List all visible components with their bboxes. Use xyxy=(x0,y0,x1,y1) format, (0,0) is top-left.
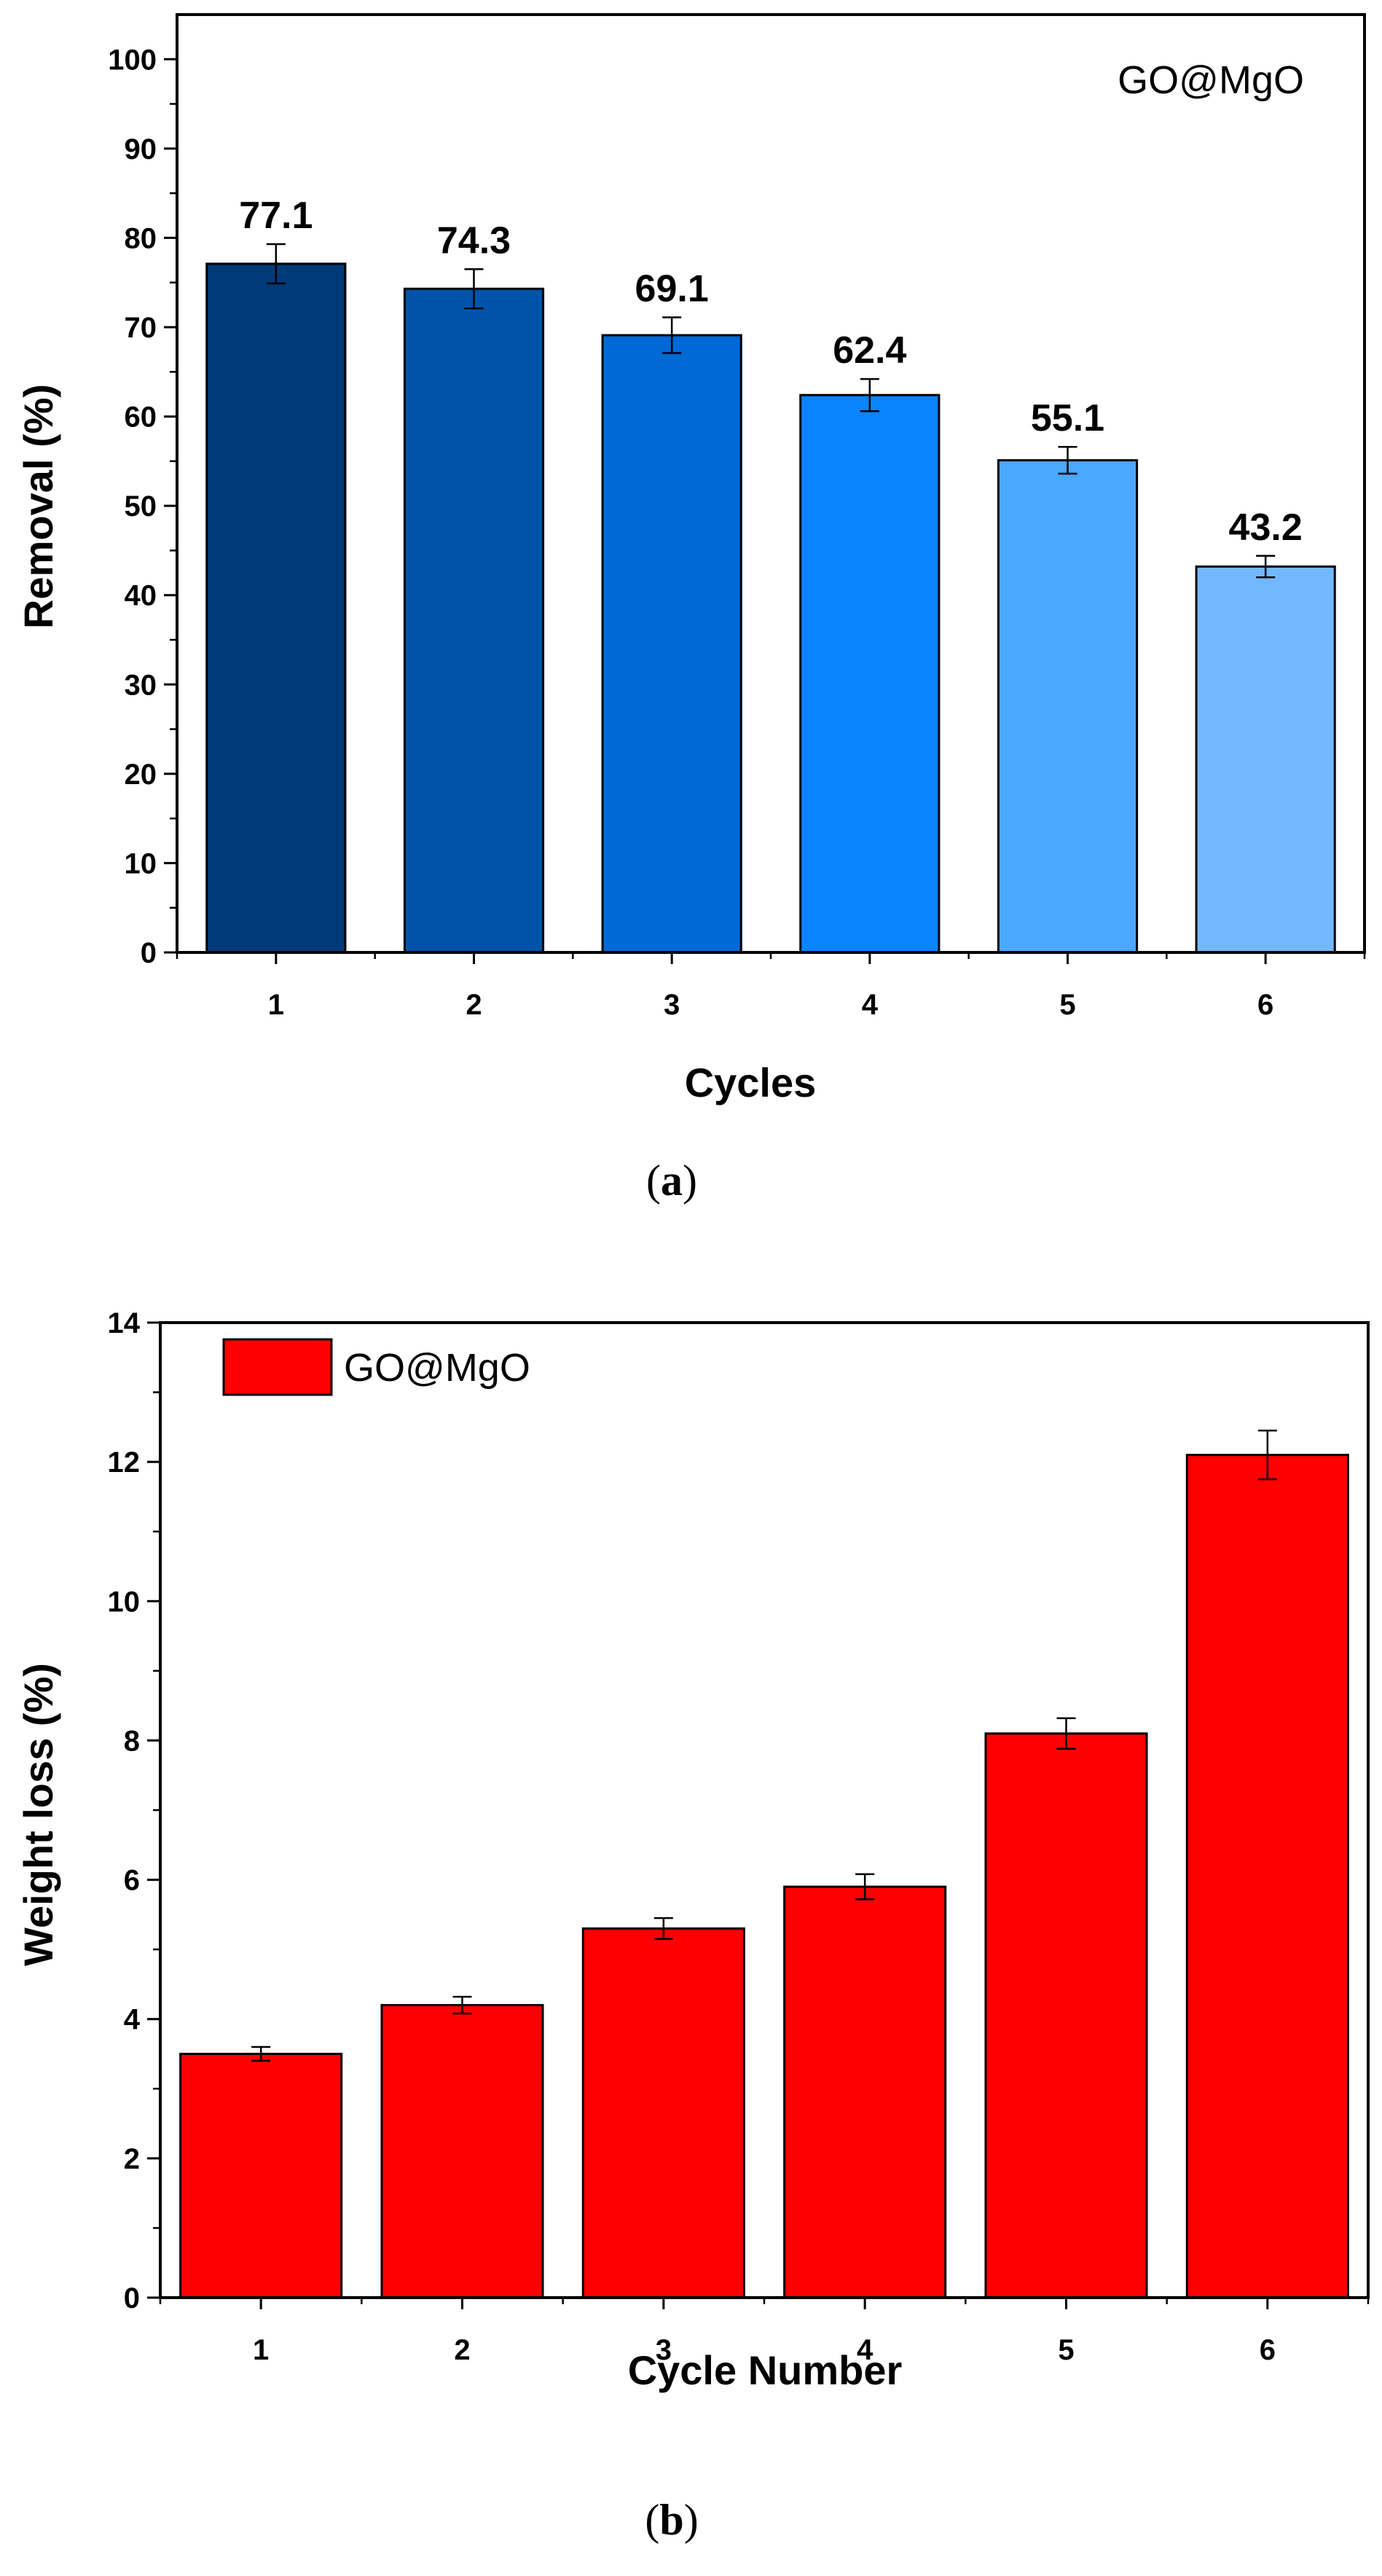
y-tick-label-0: 0 xyxy=(141,937,157,969)
x-tick-label-4: 4 xyxy=(857,2334,873,2366)
x-tick-label-1: 1 xyxy=(253,2334,269,2366)
bar-cycle-2 xyxy=(403,287,545,954)
data-label-cycle-2: 74.3 xyxy=(437,219,511,262)
data-label-cycle-1: 77.1 xyxy=(239,195,313,237)
x-axis-ticks-b: 1 2 3 4 5 6 xyxy=(159,2298,1370,2366)
y-tick-label-40: 40 xyxy=(125,580,157,612)
legend-label: GO@MgO xyxy=(344,1346,530,1390)
y-tick-label-20: 20 xyxy=(125,759,157,791)
error-bar-cycle-4 xyxy=(860,377,879,412)
bar-cycle-6 xyxy=(1195,565,1336,954)
bar-cycle-4 xyxy=(799,394,941,954)
data-label-cycle-5: 55.1 xyxy=(1031,397,1104,439)
y-tick-label-90: 90 xyxy=(125,133,157,165)
y-tick-label-8: 8 xyxy=(124,1725,140,1757)
plot-frame-a xyxy=(176,13,1366,954)
error-bar-cycle-4 xyxy=(855,1873,875,1900)
bar-cycle-4 xyxy=(783,1885,947,2299)
x-tick-label-6: 6 xyxy=(1260,2334,1276,2366)
data-label-cycle-4: 62.4 xyxy=(833,329,906,372)
x-tick-label-5: 5 xyxy=(1058,2334,1074,2366)
bar-cycle-3 xyxy=(581,1927,745,2299)
x-tick-label-5: 5 xyxy=(1059,989,1075,1021)
y-tick-label-60: 60 xyxy=(125,402,157,434)
x-tick-label-6: 6 xyxy=(1257,989,1273,1021)
y-tick-label-10: 10 xyxy=(108,1586,141,1618)
error-bar-cycle-1 xyxy=(266,243,286,285)
y-axis-ticks-b: 0 2 4 6 8 10 12 14 xyxy=(108,1307,160,2314)
y-axis-title-a: Removal (%) xyxy=(15,384,61,629)
data-label-cycle-6: 43.2 xyxy=(1229,506,1303,549)
y-axis-ticks-a: 0 10 20 30 40 50 60 70 80 90 100 xyxy=(108,44,177,969)
y-tick-label-80: 80 xyxy=(125,222,157,254)
error-bar-cycle-5 xyxy=(1056,1717,1076,1750)
error-bar-group-a xyxy=(266,243,1276,579)
x-tick-label-3: 3 xyxy=(664,989,680,1021)
bar-group-b xyxy=(179,1454,1349,2299)
bar-cycle-6 xyxy=(1185,1454,1349,2299)
x-tick-label-2: 2 xyxy=(454,2334,470,2366)
error-bar-cycle-6 xyxy=(1257,1429,1277,1481)
bar-cycle-3 xyxy=(601,334,742,954)
x-tick-label-3: 3 xyxy=(656,2334,672,2366)
x-tick-label-4: 4 xyxy=(862,989,879,1021)
x-tick-label-1: 1 xyxy=(268,989,284,1021)
bar-cycle-2 xyxy=(380,2004,544,2299)
y-tick-label-2: 2 xyxy=(124,2143,140,2175)
data-label-group-a: 77.1 74.3 69.1 62.4 55.1 43.2 xyxy=(239,195,1303,549)
caption-b: (b) xyxy=(645,2496,698,2544)
y-tick-label-70: 70 xyxy=(125,312,157,344)
y-tick-label-4: 4 xyxy=(124,2004,141,2036)
y-tick-label-12: 12 xyxy=(108,1446,141,1479)
y-tick-label-0: 0 xyxy=(124,2282,140,2314)
chart-panel-a: 77.1 74.3 69.1 62.4 55.1 43.2 0 10 20 30 40 50 60 70… xyxy=(15,13,1366,1205)
x-axis-title-a: Cycles xyxy=(685,1060,817,1105)
annotation-go-mgo: GO@MgO xyxy=(1118,58,1304,102)
error-bar-group-b xyxy=(251,1429,1277,2062)
x-axis-ticks-a: 1 2 3 4 5 6 xyxy=(176,952,1366,1021)
bar-group-a xyxy=(205,262,1336,954)
x-tick-label-2: 2 xyxy=(466,989,482,1021)
caption-a: (a) xyxy=(646,1156,697,1205)
y-tick-label-14: 14 xyxy=(108,1307,141,1339)
legend-swatch xyxy=(222,1338,333,1396)
bar-cycle-1 xyxy=(179,2053,343,2299)
error-bar-cycle-6 xyxy=(1256,555,1276,579)
y-tick-label-6: 6 xyxy=(124,1865,140,1897)
y-tick-label-30: 30 xyxy=(125,669,157,701)
error-bar-cycle-2 xyxy=(452,1995,472,2015)
data-label-cycle-3: 69.1 xyxy=(635,268,709,310)
y-axis-title-b: Weight loss (%) xyxy=(15,1663,61,1966)
error-bar-cycle-3 xyxy=(662,316,682,354)
y-tick-label-50: 50 xyxy=(125,490,157,522)
bar-cycle-5 xyxy=(984,1732,1148,2299)
error-bar-cycle-2 xyxy=(464,268,484,310)
bar-cycle-1 xyxy=(205,262,347,954)
y-tick-label-10: 10 xyxy=(125,847,157,880)
bar-cycle-5 xyxy=(997,459,1139,954)
error-bar-cycle-1 xyxy=(251,2045,271,2062)
x-axis-title-b: Cycle Number xyxy=(628,2347,903,2393)
y-tick-label-100: 100 xyxy=(108,44,157,76)
legend-b: GO@MgO xyxy=(222,1338,530,1396)
error-bar-cycle-3 xyxy=(653,1917,673,1941)
error-bar-cycle-5 xyxy=(1058,445,1077,475)
